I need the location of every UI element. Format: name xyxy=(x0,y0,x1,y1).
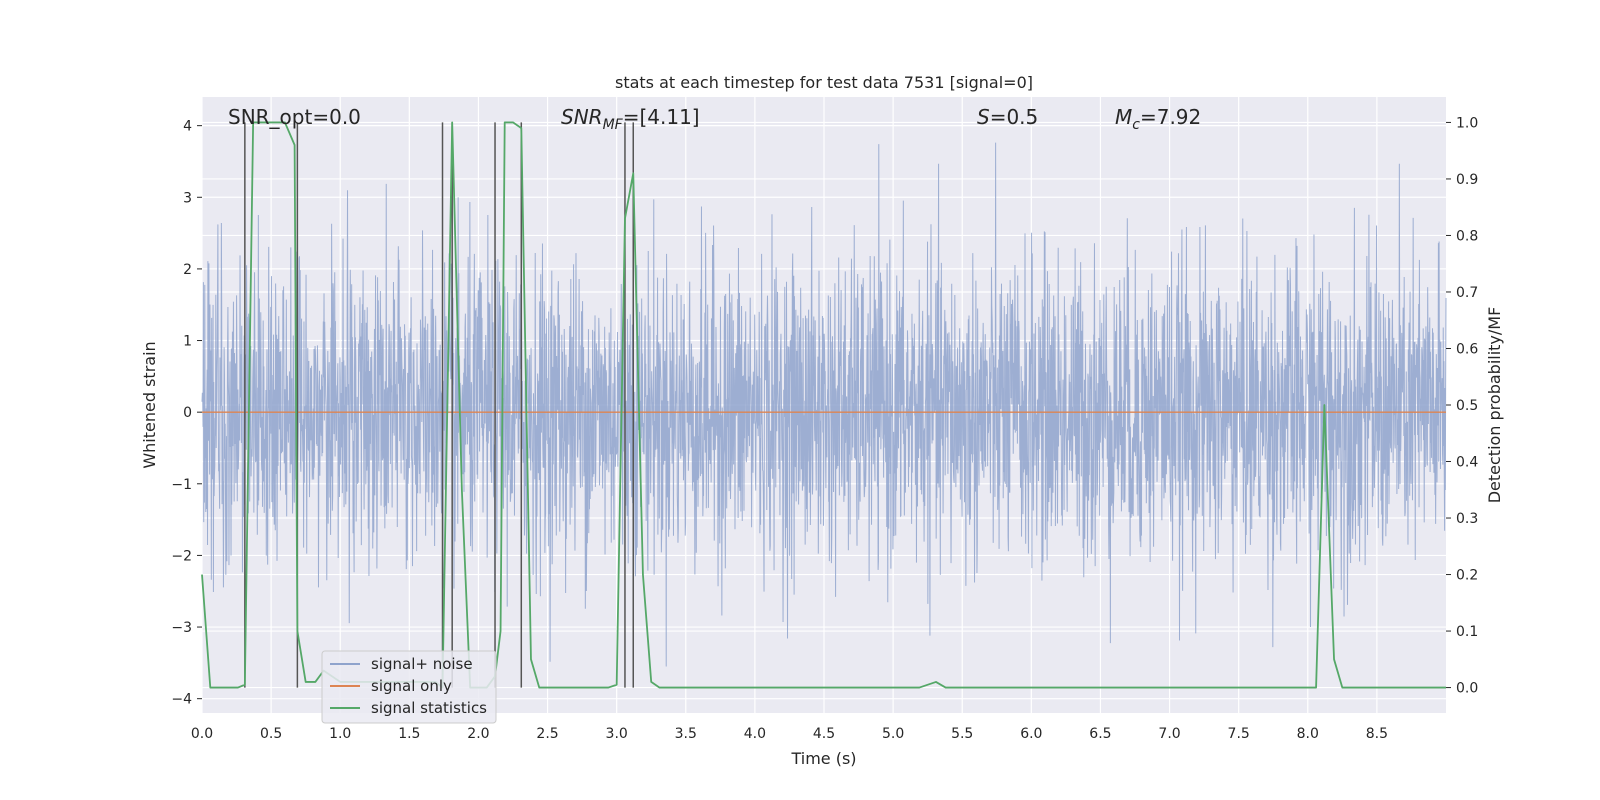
y2-tick-label-4: 0.4 xyxy=(1456,455,1478,471)
legend-label-signal-only: signal only xyxy=(371,677,452,695)
x-tick-label-16: 8.0 xyxy=(1297,726,1319,742)
y2-tick-label-9: 0.9 xyxy=(1456,172,1478,188)
x-axis-ticks: 0.0 0.5 1.0 1.5 2.0 2.5 3.0 3.5 4.0 4.5 5.0 5.5 6.0 6… xyxy=(191,726,1388,742)
y-tick-label-5: 1 xyxy=(183,334,192,350)
y-tick-label-8: 4 xyxy=(183,119,192,135)
y2-tick-label-7: 0.7 xyxy=(1456,285,1478,301)
x-tick-label-13: 6.5 xyxy=(1089,726,1111,742)
x-tick-label-9: 4.5 xyxy=(813,726,835,742)
y-tick-label-0: −4 xyxy=(171,692,192,708)
x-tick-label-1: 0.5 xyxy=(260,726,282,742)
y2-tick-label-2: 0.2 xyxy=(1456,568,1478,584)
y2-tick-label-0: 0.0 xyxy=(1456,681,1478,697)
x-tick-label-17: 8.5 xyxy=(1366,726,1388,742)
x-tick-label-3: 1.5 xyxy=(398,726,420,742)
y2-tick-label-8: 0.8 xyxy=(1456,228,1478,244)
series-signal-plus-noise xyxy=(201,142,1447,667)
x-tick-label-15: 7.5 xyxy=(1228,726,1250,742)
snr-mf-value: =[4.11] xyxy=(623,105,700,129)
s-param-symbol: S xyxy=(977,105,990,129)
y-tick-label-3: −1 xyxy=(171,477,192,493)
y2-tick-label-6: 0.6 xyxy=(1456,341,1478,357)
series-signal-statistics xyxy=(201,121,1446,689)
left-axis-ticks: −4 −3 −2 −1 0 1 2 3 4 xyxy=(171,119,202,708)
snr-opt-prefix: SNR_opt= xyxy=(228,105,329,129)
s-param-value: =0.5 xyxy=(990,105,1039,129)
legend-label-signal-plus-noise: signal+ noise xyxy=(371,655,473,673)
x-tick-label-8: 4.0 xyxy=(744,726,766,742)
x-tick-label-4: 2.0 xyxy=(467,726,489,742)
y2-tick-label-3: 0.3 xyxy=(1456,511,1478,527)
mc-symbol: M xyxy=(1115,105,1132,129)
chart-title: stats at each timestep for test data 753… xyxy=(615,73,1033,92)
legend-box xyxy=(321,650,497,724)
x-tick-label-7: 3.5 xyxy=(675,726,697,742)
signal-statistics-line xyxy=(201,121,1446,689)
y-tick-label-2: −2 xyxy=(171,548,192,564)
left-axis-label: Whitened strain xyxy=(140,341,159,468)
x-tick-label-14: 7.0 xyxy=(1158,726,1180,742)
snr-mf-symbol: SNR xyxy=(561,105,603,129)
snr-opt-value: 0.0 xyxy=(329,105,361,129)
x-tick-label-10: 5.0 xyxy=(882,726,904,742)
x-tick-label-6: 3.0 xyxy=(606,726,628,742)
x-tick-label-2: 1.0 xyxy=(329,726,351,742)
y2-tick-label-5: 0.5 xyxy=(1456,398,1478,414)
noise-line xyxy=(201,142,1447,667)
x-tick-label-0: 0.0 xyxy=(191,726,213,742)
right-axis-ticks: 0.0 0.1 0.2 0.3 0.4 0.5 0.6 0.7 0.8 0.9 1.0 xyxy=(1446,115,1478,697)
annotation-s-param: S=0.5 xyxy=(977,105,1038,129)
right-axis-label: Detection probability/MF xyxy=(1485,307,1504,504)
annotation-snr-mf: SNRMF=[4.11] xyxy=(561,105,700,133)
y-tick-label-4: 0 xyxy=(183,405,192,421)
x-axis-label: Time (s) xyxy=(790,749,856,768)
y-tick-label-1: −3 xyxy=(171,620,192,636)
legend-label-signal-statistics: signal statistics xyxy=(371,699,487,717)
snr-mf-subscript: MF xyxy=(603,117,624,133)
x-tick-label-5: 2.5 xyxy=(536,726,558,742)
legend: signal+ noise signal only signal statist… xyxy=(321,650,497,724)
mc-value: =7.92 xyxy=(1140,105,1201,129)
x-tick-label-12: 6.0 xyxy=(1020,726,1042,742)
y2-tick-label-1: 0.1 xyxy=(1456,624,1478,640)
y-tick-label-7: 3 xyxy=(183,190,192,206)
x-tick-label-11: 5.5 xyxy=(951,726,973,742)
y2-tick-label-10: 1.0 xyxy=(1456,115,1478,131)
annotation-snr-opt: SNR_opt=0.0 xyxy=(228,105,361,129)
y-tick-label-6: 2 xyxy=(183,262,192,278)
mc-subscript: c xyxy=(1132,117,1140,133)
annotation-mc: Mc=7.92 xyxy=(1115,105,1201,133)
